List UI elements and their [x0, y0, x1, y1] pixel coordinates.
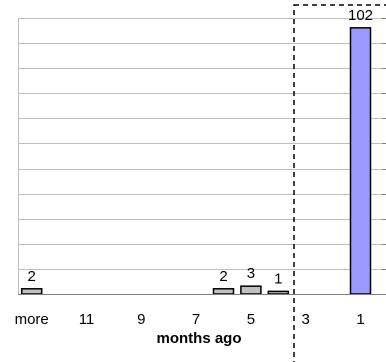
x-tick-label-11: 11: [79, 311, 95, 328]
x-tick-label-more: more: [15, 311, 49, 328]
bar-4: [267, 290, 290, 295]
x-tick-label-7: 7: [192, 311, 200, 328]
bar-1: [349, 27, 372, 295]
data-label-4: 1: [274, 270, 282, 287]
data-label-5: 3: [247, 265, 255, 282]
bar-5: [240, 285, 262, 295]
data-label-6: 2: [219, 268, 227, 285]
bar-more: [20, 288, 43, 295]
data-label-1: 102: [348, 7, 373, 24]
x-tick-label-3: 3: [302, 311, 310, 328]
highlight-dashed-box: [293, 4, 386, 362]
x-tick-label-9: 9: [137, 311, 145, 328]
x-tick-label-1: 1: [356, 311, 364, 328]
data-label-more: 2: [28, 268, 36, 285]
bar-6: [212, 288, 235, 295]
x-axis-title: months ago: [157, 330, 242, 347]
x-tick-label-5: 5: [247, 311, 255, 328]
